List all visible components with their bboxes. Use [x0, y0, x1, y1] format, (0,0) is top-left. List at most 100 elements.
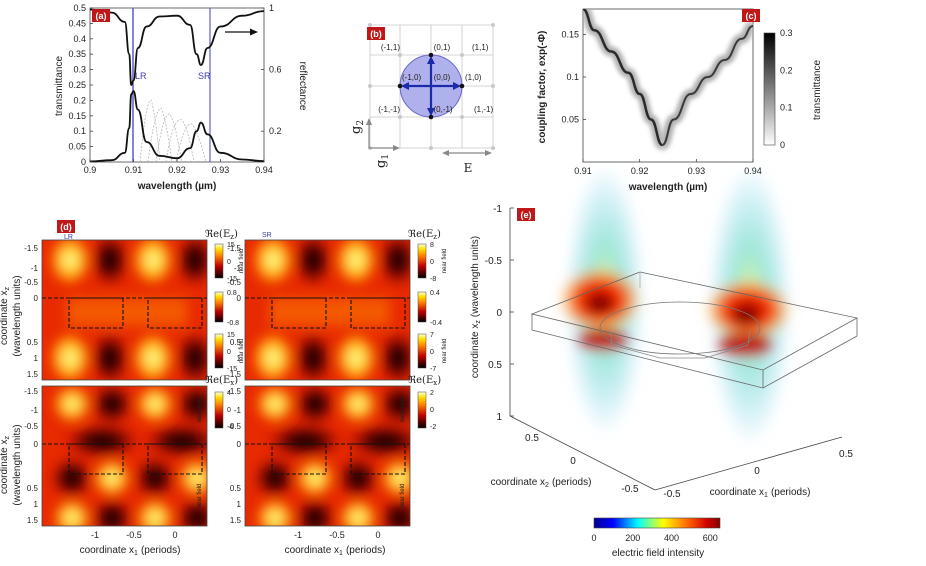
panel-a-ytick-label: 0.15 [68, 111, 86, 121]
field-map-ytick: 0.5 [27, 484, 39, 493]
field-map-colorbar-tick: 2 [430, 390, 434, 397]
lr-map-tag: LR [64, 234, 73, 241]
field-map-colorbar [214, 391, 224, 429]
field-map-colorbar [417, 333, 427, 369]
field-map-ytick: 0.5 [27, 338, 39, 347]
lr-label: LR [135, 71, 147, 81]
field-map-colorbar [417, 243, 427, 279]
order-label: (0,1) [434, 43, 451, 52]
field-map-ytick: -0.5 [24, 422, 38, 431]
panel-a-ytick-label: 0.4 [73, 34, 86, 44]
coupling-arrows [405, 60, 457, 112]
panel-a-xtick-label: 0.93 [212, 165, 230, 175]
panel-e-badge [517, 208, 535, 221]
panel-a-ytick-label: 0.3 [73, 65, 86, 75]
panel-a-ytick-label: 0.25 [68, 80, 86, 90]
panel-e-xtick-right: -0.5 [663, 489, 681, 500]
panel-c-xlabel: wavelength (µm) [628, 182, 708, 193]
field-map-colorbar-tick: 0 [227, 259, 231, 266]
panel-e-ticks: -1 -0.5 0 0.5 1 0.5 0 -0.5 -0.5 0 0.5 [485, 204, 854, 500]
panel-a-ticks: 0.9 0.91 0.92 0.93 0.94 0 0.05 0.1 0.15 0.2 0.25 0.… [68, 3, 281, 175]
panel-a-ytick-label: 0.45 [68, 18, 86, 28]
panel-c-colorbar-tick: 0 [780, 140, 785, 150]
field-map-title: ℜe(Ex) [408, 375, 441, 387]
panel-e-zlabel: coordinate xz(wavelength units) [470, 236, 482, 378]
diffraction-order-labels: (-1,1) (0,1) (1,1) (-1,0) (0,0) (1,0) (-1,-1) (… [378, 43, 493, 114]
field-map-ytick: 1 [237, 500, 242, 509]
panel-c-colorbar-tick: 0.3 [780, 28, 793, 38]
field-map-title: ℜe(Ex) [205, 375, 238, 387]
field-map-colorbar-tick: 0.4 [430, 290, 440, 297]
order-label: (0,-1) [433, 105, 452, 114]
panel-a-xtick-label: 0.9 [84, 165, 97, 175]
field-map-frame [41, 385, 208, 527]
field-map-xtick: 0 [375, 530, 380, 540]
field-map-colorbar-tick: -2 [430, 424, 436, 431]
panel-d-ylabel-top-units: (wavelength units) [12, 275, 23, 356]
panel-a-xtick-label: 0.91 [125, 165, 143, 175]
field-map-colorbar [214, 243, 224, 279]
field-map-ytick: 0 [34, 440, 39, 449]
order-label: (-1,-1) [378, 105, 400, 114]
panel-c-colorbar-tick: 0.1 [780, 103, 793, 113]
reflectance-axis-label: reflectance [297, 62, 308, 111]
panel-a-badge [92, 9, 110, 22]
order-label: (-1,1) [381, 43, 400, 52]
panel-e-colorbar-tick: 200 [625, 533, 640, 543]
field-map-colorbar-tick: 8 [430, 242, 434, 249]
g2-label: g2 [349, 120, 366, 134]
panel-c-xtick-label: 0.92 [631, 166, 649, 176]
field-intensity-volume [558, 165, 792, 445]
sr-label: SR [198, 71, 211, 81]
field-map-ytick: -0.5 [24, 278, 38, 287]
field-map-colorbar-tick: 15 [227, 242, 235, 249]
order-dots [397, 52, 465, 120]
field-map-xtick: -1 [91, 530, 99, 540]
panel-e-colorbar-tick: 600 [703, 533, 718, 543]
panel-a-xtick-label: 0.94 [255, 165, 273, 175]
panel-b-badge [367, 27, 385, 40]
transmittance-curve [89, 90, 265, 163]
panel-a-label: (a) [96, 11, 107, 21]
field-map-colorbar [417, 391, 427, 429]
field-map-colorbar [214, 291, 224, 323]
field-map-ytick: 1.5 [230, 516, 242, 525]
field-map-ytick: -1 [234, 406, 242, 415]
field-map-colorbar-tick: 4 [227, 390, 231, 397]
panel-e-colorbar [593, 517, 721, 529]
near-field-label: near field [197, 484, 203, 509]
field-maps [41, 239, 411, 527]
panel-c-xtick-label: 0.93 [688, 166, 706, 176]
arrow-heads [401, 56, 461, 116]
field-map-ytick: 0 [34, 294, 39, 303]
field-map-colorbar-tick: 0 [430, 349, 434, 356]
field-map-ytick: 1 [34, 500, 39, 509]
field-map-colorbar-tick: -15 [227, 366, 237, 373]
panel-c-colorbar [763, 32, 776, 146]
order-label: (1,0) [465, 73, 482, 82]
g-vectors [366, 118, 492, 156]
panel-a-ytick-label: 0.5 [73, 3, 86, 13]
panel-e-colorbar-label: electric field intensity [612, 548, 704, 559]
panel-a-xtick-label: 0.92 [168, 165, 186, 175]
near-field-label: near field [442, 249, 448, 274]
near-field-label: near field [442, 339, 448, 364]
order-label: (1,1) [472, 43, 489, 52]
field-map-colorbar-tick: -0.4 [430, 320, 442, 327]
panel-c-ytick-label: 0.15 [561, 30, 579, 40]
near-field-label: near field [400, 484, 406, 509]
panel-b: (-1,1) (0,1) (1,1) (-1,0) (0,0) (1,0) (-1,-1) (… [349, 23, 495, 175]
panel-c-label: (c) [746, 11, 757, 21]
panel-e-colorbar-tick: 0 [591, 533, 596, 543]
panel-c-xtick-label: 0.91 [574, 166, 592, 176]
field-map-ytick: 1.5 [27, 516, 39, 525]
panel-e-xlabel-left: coordinate x2 (periods) [491, 477, 592, 489]
field-map-colorbar [417, 291, 427, 323]
panel-c-ytick-label: 0.05 [561, 115, 579, 125]
field-map-ytick: 0.5 [230, 338, 242, 347]
panel-a-xlabel: wavelength (µm) [137, 181, 217, 192]
reflectance-curve [89, 8, 265, 86]
panel-d-badge [57, 220, 75, 233]
field-map-ytick: 1.5 [230, 370, 242, 379]
